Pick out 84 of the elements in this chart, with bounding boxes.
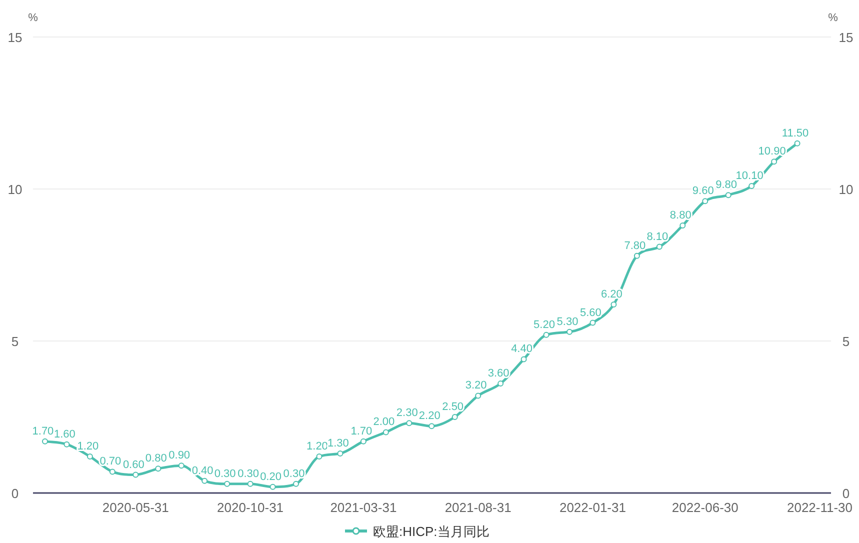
point bbox=[475, 392, 482, 399]
point bbox=[42, 438, 48, 444]
y2-axis-title: % bbox=[828, 12, 838, 24]
point bbox=[498, 380, 504, 387]
legend: 欧盟:HICP:当月同比 bbox=[345, 524, 490, 539]
point bbox=[86, 454, 93, 460]
x-tick-label: 2022-06-30 bbox=[672, 500, 738, 515]
point bbox=[293, 480, 300, 487]
point bbox=[109, 468, 116, 475]
point bbox=[132, 472, 139, 478]
point bbox=[520, 356, 527, 362]
point bbox=[382, 429, 389, 436]
data-label: 0.30 bbox=[238, 468, 260, 480]
y2-tick-label: 15 bbox=[838, 30, 854, 45]
y-axis-title: % bbox=[28, 12, 38, 24]
point bbox=[590, 320, 596, 326]
point bbox=[610, 302, 617, 308]
data-label: 2.30 bbox=[396, 407, 418, 420]
y-tick-label: 10 bbox=[8, 182, 22, 197]
data-label: 8.80 bbox=[670, 209, 692, 222]
point bbox=[656, 244, 662, 250]
data-label: 0.60 bbox=[122, 458, 144, 471]
data-label: 1.70 bbox=[32, 425, 54, 438]
point bbox=[64, 441, 70, 448]
point bbox=[270, 484, 276, 490]
x-tick-label: 2020-10-31 bbox=[217, 500, 284, 515]
data-label: 0.80 bbox=[145, 452, 167, 465]
point bbox=[452, 414, 458, 420]
data-label: 5.60 bbox=[580, 306, 602, 319]
data-label: 10.90 bbox=[758, 146, 786, 158]
x-tick-label: 2020-05-31 bbox=[102, 500, 169, 515]
y-tick-label: 15 bbox=[8, 30, 22, 45]
x-tick-label: 2021-08-31 bbox=[444, 500, 512, 515]
x-tick-label: 2022-01-31 bbox=[559, 500, 626, 515]
point bbox=[634, 252, 640, 259]
point bbox=[771, 158, 778, 165]
point bbox=[202, 478, 208, 484]
point bbox=[725, 192, 732, 198]
legend-label: 欧盟:HICP:当月同比 bbox=[373, 524, 490, 539]
point bbox=[794, 140, 800, 146]
data-label: 9.80 bbox=[716, 179, 738, 192]
data-label: 7.80 bbox=[624, 240, 646, 252]
data-label: 0.30 bbox=[214, 468, 236, 480]
data-label: 2.00 bbox=[373, 416, 395, 428]
point bbox=[337, 450, 344, 456]
point bbox=[748, 182, 755, 189]
point bbox=[224, 480, 230, 487]
point bbox=[428, 423, 435, 430]
data-label: 5.30 bbox=[556, 316, 578, 328]
data-label: 0.20 bbox=[260, 470, 282, 483]
point bbox=[155, 466, 162, 472]
point bbox=[247, 480, 254, 487]
y2-tick-label: 5 bbox=[842, 334, 850, 349]
x-tick-label: 2021-03-31 bbox=[330, 500, 397, 515]
data-label: 1.20 bbox=[306, 440, 328, 453]
data-label: 5.20 bbox=[534, 318, 555, 331]
point bbox=[543, 332, 550, 338]
data-label: 3.20 bbox=[465, 380, 487, 392]
data-label: 2.20 bbox=[418, 410, 440, 422]
point bbox=[566, 328, 572, 335]
point bbox=[702, 198, 708, 204]
data-label: 1.60 bbox=[54, 428, 76, 440]
data-label: 0.90 bbox=[168, 450, 190, 462]
data-label: 0.30 bbox=[283, 468, 305, 480]
data-label: 11.50 bbox=[782, 127, 809, 140]
point bbox=[178, 462, 184, 469]
y-tick-label: 5 bbox=[11, 334, 19, 349]
data-label: 1.20 bbox=[77, 440, 99, 453]
data-label: 1.70 bbox=[350, 425, 372, 438]
data-label: 3.60 bbox=[488, 368, 510, 380]
point bbox=[360, 438, 366, 444]
data-label: 1.30 bbox=[328, 437, 349, 450]
point bbox=[680, 222, 686, 228]
y-tick-label: 0 bbox=[11, 486, 19, 501]
point bbox=[316, 454, 322, 460]
data-label: 8.10 bbox=[646, 230, 668, 243]
y2-tick-label: 0 bbox=[842, 486, 850, 501]
y2-tick-label: 10 bbox=[838, 182, 854, 197]
data-label: 9.60 bbox=[692, 185, 714, 198]
point bbox=[406, 420, 412, 426]
x-tick-label: 2022-11-30 bbox=[786, 500, 853, 515]
data-label: 2.50 bbox=[442, 401, 464, 413]
data-label: 0.70 bbox=[100, 456, 122, 468]
data-label: 0.40 bbox=[192, 464, 214, 477]
